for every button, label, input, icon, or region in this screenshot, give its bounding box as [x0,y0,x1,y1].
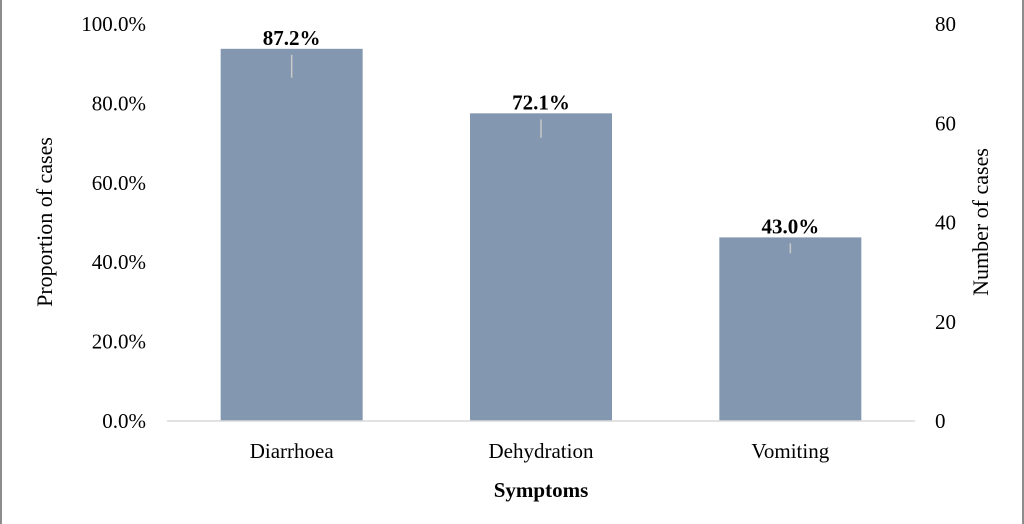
y2-tick-label: 0 [935,409,946,433]
y2-tick-label: 20 [935,310,956,334]
y-tick-label: 100.0% [81,12,146,36]
category-label-vomiting: Vomiting [751,439,829,463]
y2-tick-label: 80 [935,12,956,36]
x-axis-title: Symptoms [494,478,589,502]
y-axis-title: Proportion of cases [32,137,57,307]
category-label-diarrhoea: Diarrhoea [250,439,335,463]
y-tick-label: 80.0% [92,91,146,115]
category-label-dehydration: Dehydration [489,439,594,463]
bars-layer [220,48,862,421]
category-labels: Diarrhoea Dehydration Vomiting [250,439,830,463]
y-tick-label: 40.0% [92,250,146,274]
y-tick-label: 0.0% [102,409,146,433]
data-label-dehydration: 72.1% [512,90,570,114]
left-axis-ticks: 0.0% 20.0% 40.0% 60.0% 80.0% 100.0% [81,12,146,433]
right-axis-ticks: 0 20 40 60 80 [935,12,956,433]
y2-axis-title: Number of cases [968,148,993,296]
bar-diarrhoea [220,48,363,421]
data-label-vomiting: 43.0% [761,214,819,238]
y2-tick-label: 60 [935,111,956,135]
bar-dehydration [470,113,612,421]
bar-vomiting [719,237,862,421]
y2-tick-label: 40 [935,211,956,235]
y-tick-label: 60.0% [92,171,146,195]
data-labels: 87.2% 72.1% 43.0% [263,26,819,239]
y-tick-label: 20.0% [92,330,146,354]
data-label-diarrhoea: 87.2% [263,26,321,50]
